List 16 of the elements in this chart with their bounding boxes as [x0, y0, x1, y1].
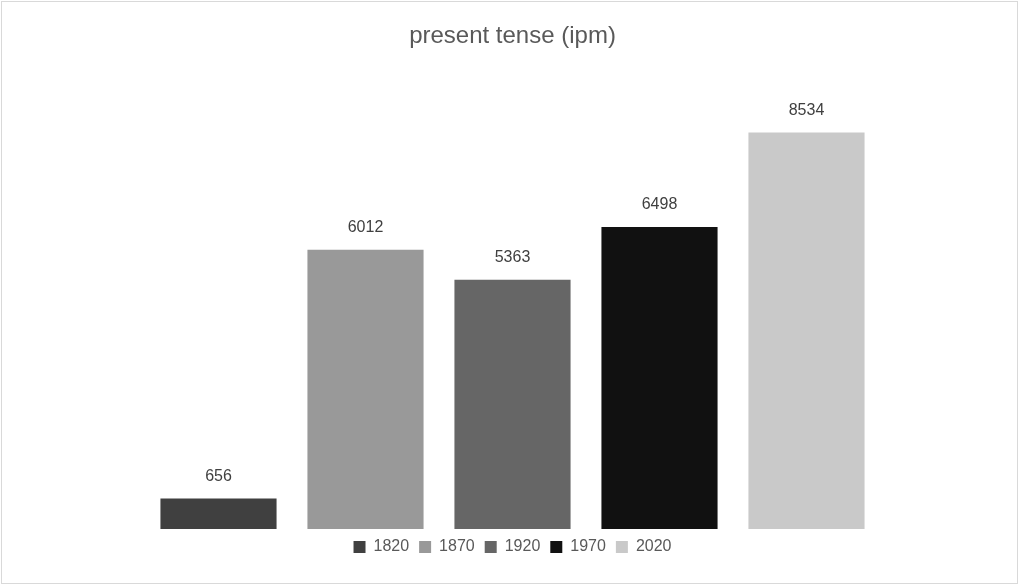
chart-title: present tense (ipm)	[409, 21, 616, 49]
legend-label: 1970	[570, 537, 606, 555]
bar	[307, 249, 424, 529]
data-label: 6012	[347, 218, 384, 236]
data-label: 6498	[641, 195, 678, 213]
data-label: 5363	[494, 248, 531, 266]
bar	[601, 227, 718, 529]
legend-label: 2020	[635, 537, 672, 555]
bar	[748, 132, 865, 529]
legend-label: 1870	[439, 537, 475, 555]
data-label: 8534	[788, 100, 825, 118]
bar	[454, 279, 571, 529]
legend-label: 1820	[373, 537, 410, 555]
legend-label: 1920	[504, 537, 541, 555]
bar	[160, 498, 277, 529]
data-label: 656	[205, 466, 232, 484]
